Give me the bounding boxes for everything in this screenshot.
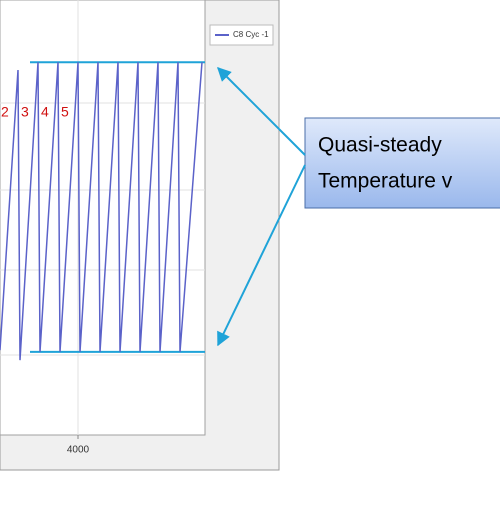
arrow [217,164,306,347]
cycle-label: 3 [21,104,29,120]
series-line [0,62,203,361]
legend-label: C8 Cyc -1 [233,30,269,39]
x-tick-label: 4000 [67,445,90,456]
callout-box [304,117,500,209]
arrow [217,67,306,156]
cycle-label: 4 [41,104,49,120]
callout-line: Temperature v [318,170,453,193]
cycle-label: 5 [61,104,69,120]
legend [209,24,274,46]
h-grid [0,102,205,356]
plot-area [0,0,206,436]
cycle-label: 2 [1,104,9,120]
callout-line: Quasi-steady [318,134,442,157]
